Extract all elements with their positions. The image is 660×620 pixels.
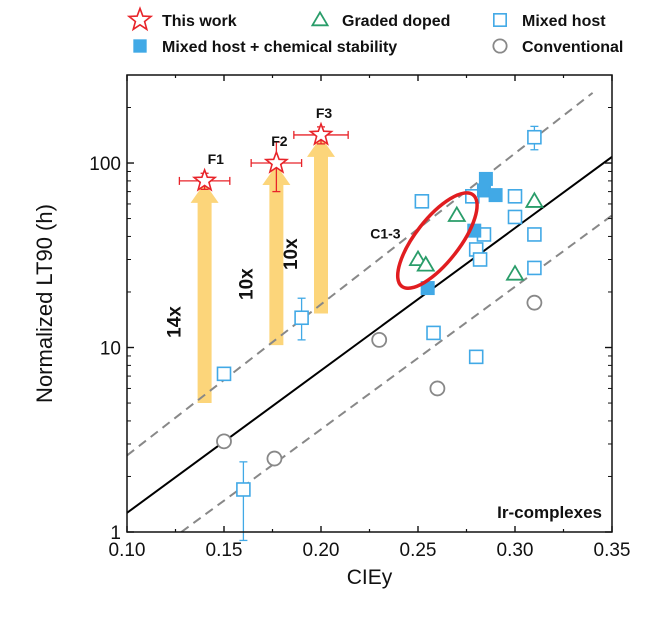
legend-item-this-work: This work xyxy=(126,6,237,32)
legend-item-mixed-host-chemical-stability: Mixed host + chemical stability xyxy=(133,39,397,56)
x-tick-label: 0.35 xyxy=(594,540,631,561)
data-point-conventional xyxy=(429,380,446,397)
data-point-graded-doped xyxy=(416,255,436,272)
legend-marker xyxy=(133,39,147,53)
data-point-mixed-host xyxy=(472,252,488,267)
arrow-label: 10x xyxy=(236,268,257,300)
legend-label: This work xyxy=(162,13,237,30)
x-tick-label: 0.15 xyxy=(206,540,243,561)
points-layer: F1 F2 F3 xyxy=(178,105,544,542)
point-label: F1 xyxy=(208,151,225,167)
x-tick-label: 0.30 xyxy=(497,540,534,561)
series-this-work: F1 F2 F3 xyxy=(178,105,349,193)
data-point-mixed-host xyxy=(216,366,232,382)
data-point-graded-doped xyxy=(447,205,467,222)
data-point-this-work xyxy=(308,121,334,146)
arrow-3: 10x xyxy=(281,136,335,314)
y-tick-label: 1 xyxy=(110,523,121,544)
arrow-2: 10x xyxy=(236,165,291,346)
point-label: F2 xyxy=(271,133,288,149)
x-tick-label: 0.10 xyxy=(109,540,146,561)
data-point-mixed-host xyxy=(468,349,484,365)
ellipse-shape xyxy=(395,191,479,290)
arrow-shape xyxy=(190,182,219,404)
data-point-mixed-host xyxy=(414,194,430,209)
data-point-mixed-host xyxy=(294,310,309,326)
legend-marker xyxy=(310,10,330,27)
axes-layer: 0.10 0.15 0.20 0.25 0.30 0.35 1 10 100 CIEy Normal… xyxy=(32,74,631,589)
y-axis-label: Normalized LT90 (h) xyxy=(32,204,57,403)
data-point-mixed-host xyxy=(507,189,523,204)
arrow-label: 14x xyxy=(165,306,186,338)
data-point-conventional xyxy=(216,433,232,450)
x-tick-label: 0.20 xyxy=(303,540,340,561)
legend-item-mixed-host: Mixed host xyxy=(493,13,606,30)
data-point-mixed-host xyxy=(507,209,523,225)
data-point-conventional xyxy=(266,450,283,467)
point-label: F3 xyxy=(316,105,333,121)
data-point-graded-doped xyxy=(524,191,544,208)
data-point-this-work xyxy=(263,149,290,174)
data-point-mixed-host xyxy=(426,325,441,341)
x-tick-label: 0.25 xyxy=(400,540,437,561)
data-point-mixed-host xyxy=(527,129,542,145)
data-point-mixed-host-chemical-stability xyxy=(488,188,503,203)
arrow-shape xyxy=(307,136,335,314)
y-tick-label: 100 xyxy=(89,154,121,175)
legend-label: Mixed host + chemical stability xyxy=(162,39,397,56)
legend-label: Graded doped xyxy=(342,13,450,30)
legend-marker xyxy=(493,13,507,27)
legend-marker xyxy=(126,6,154,32)
fit-line-dashed-2 xyxy=(127,92,594,457)
legend-marker xyxy=(492,38,508,54)
ellipse-label: C1-3 xyxy=(370,226,401,242)
fit-line-solid-1 xyxy=(127,156,612,514)
legend-item-conventional: Conventional xyxy=(492,38,623,56)
data-point-this-work xyxy=(191,167,218,192)
data-point-mixed-host-chemical-stability xyxy=(478,171,493,186)
data-point-graded-doped xyxy=(505,264,525,281)
legend: This work Graded doped Mixed host Mixed hos… xyxy=(126,6,623,56)
data-point-mixed-host xyxy=(527,260,542,276)
series-graded-doped xyxy=(408,191,544,281)
ellipse-highlight: C1-3 xyxy=(370,191,479,290)
annotations-layer: C1-3 Ir-complexes xyxy=(370,191,602,522)
data-point-mixed-host xyxy=(236,482,251,497)
data-point-conventional xyxy=(371,331,388,348)
arrow-label: 10x xyxy=(281,238,302,270)
data-point-mixed-host xyxy=(527,227,542,242)
legend-label: Mixed host xyxy=(522,13,606,30)
arrow-shape xyxy=(262,165,291,346)
fit-lines-layer xyxy=(127,92,612,532)
arrow-1: 14x xyxy=(165,182,219,404)
annotation-text: Ir-complexes xyxy=(497,503,602,522)
x-axis-label: CIEy xyxy=(347,566,393,589)
y-tick-label: 10 xyxy=(100,339,121,360)
legend-item-graded-doped: Graded doped xyxy=(310,10,450,30)
series-conventional xyxy=(216,294,543,467)
data-point-conventional xyxy=(526,294,543,311)
arrows-layer: 14x 10x 10x xyxy=(165,136,335,404)
legend-label: Conventional xyxy=(522,39,623,56)
